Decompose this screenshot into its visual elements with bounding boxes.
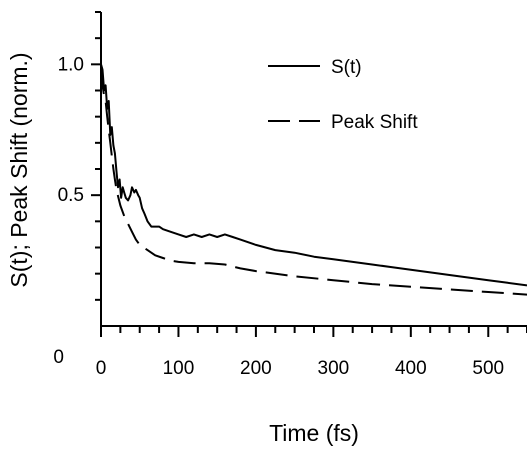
x-tick-label: 300 [318, 358, 350, 379]
y-axis-title: S(t); Peak Shift (norm.) [6, 52, 32, 287]
x-ticks: 0 100 200 300 400 500 [96, 326, 527, 379]
legend: S(t) Peak Shift [268, 57, 418, 133]
legend-label: Peak Shift [331, 112, 418, 133]
x-tick-label: 500 [472, 358, 504, 379]
y-ticks: 0 0.5 1.0 [53, 11, 101, 368]
y-tick-label: 1.0 [58, 54, 84, 75]
x-tick-label: 0 [96, 358, 107, 379]
x-axis-title: Time (fs) [269, 420, 359, 446]
x-tick-label: 100 [163, 358, 195, 379]
legend-label: S(t) [331, 57, 362, 78]
y-tick-label: 0.5 [58, 185, 84, 206]
peak-shift-line [100, 72, 527, 296]
x-tick-label: 200 [240, 358, 272, 379]
x-tick-label: 400 [395, 358, 427, 379]
y-tick-label: 0 [53, 347, 64, 368]
s-t-line [100, 64, 527, 287]
series-layer [100, 64, 527, 296]
